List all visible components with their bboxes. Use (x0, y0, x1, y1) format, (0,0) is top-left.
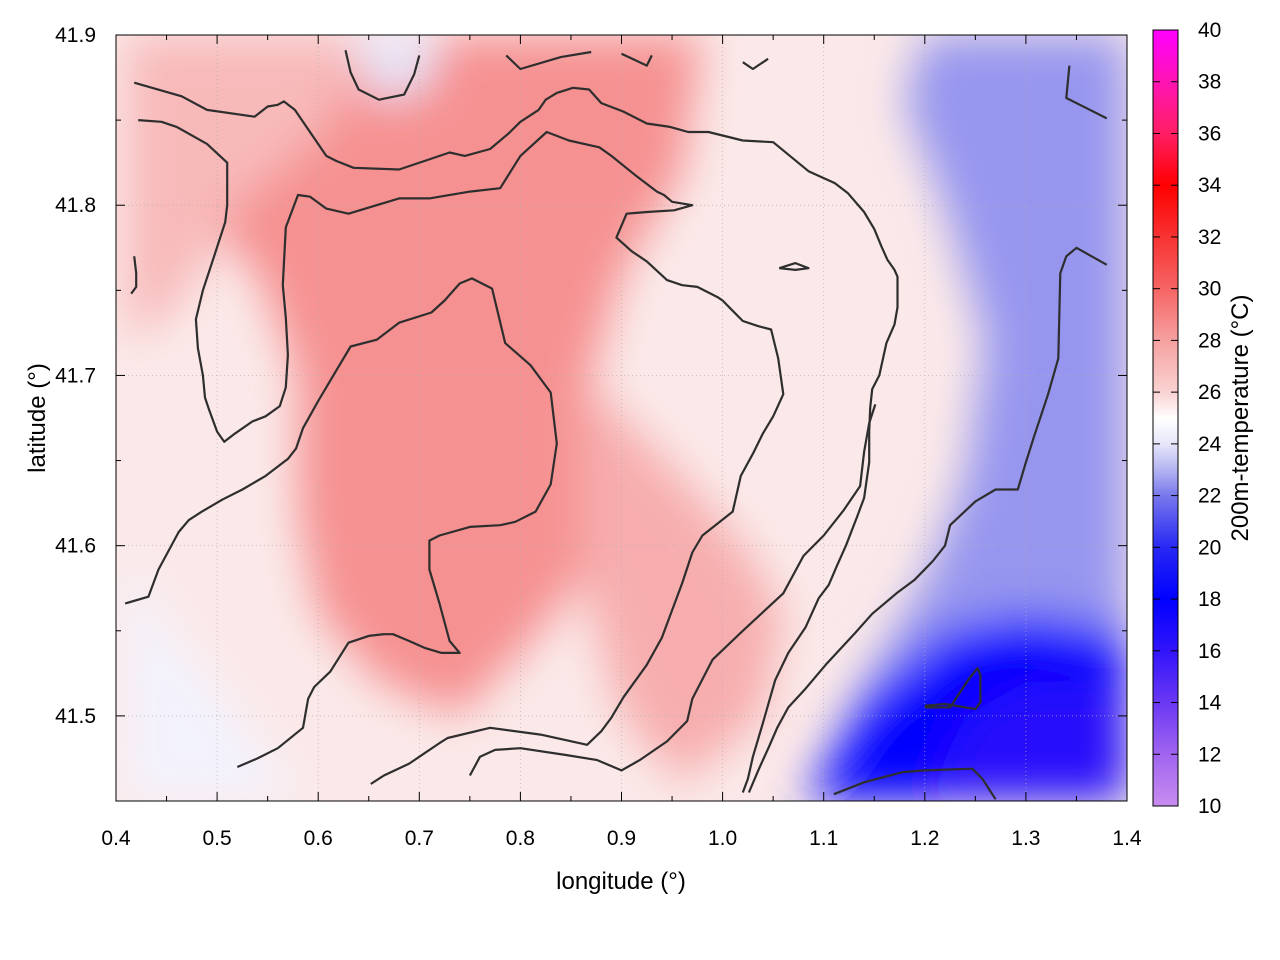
contour-north-stub (344, 50, 421, 101)
x-tick-label: 0.7 (405, 827, 434, 850)
contour-north-stub-3 (621, 52, 653, 67)
colorbar-tick-label: 20 (1198, 536, 1221, 559)
plot-area (115, 34, 1128, 802)
contour-ne-edge (1065, 65, 1108, 120)
x-tick-label: 1.4 (1112, 827, 1142, 850)
colorbar-tick-label: 10 (1198, 795, 1221, 818)
contour-north-stub-2 (505, 50, 592, 71)
y-tick-label: 41.5 (55, 705, 96, 728)
colorbar-tick-label: 16 (1198, 640, 1221, 663)
colorbar-tick-label: 28 (1198, 329, 1221, 352)
heat-region-warm-northwest (126, 35, 379, 342)
y-tick-label: 41.9 (55, 24, 96, 47)
heat-region-cool-north-patch (348, 35, 440, 104)
heat-region-cool-west (126, 545, 298, 801)
colorbar-tick-label: 32 (1198, 226, 1221, 249)
colorbar-tick-label: 40 (1198, 19, 1221, 42)
x-tick-label: 1.2 (910, 827, 939, 850)
contour-lines (124, 50, 1108, 800)
x-tick-label: 1.3 (1011, 827, 1040, 850)
x-axis-title: longitude (°) (556, 868, 686, 895)
contour-west-edge (130, 256, 138, 295)
colorbar-tick-label: 14 (1198, 692, 1222, 715)
colorbar-title: 200m-temperature (°C) (1227, 294, 1254, 541)
colorbar-frame (1152, 29, 1179, 807)
contour-se-loop (924, 667, 982, 711)
colorbar-tick-label: 24 (1198, 433, 1222, 456)
heat-region-cool-east (803, 35, 1127, 801)
colorbar-tick-label: 26 (1198, 381, 1221, 404)
colorbar-tick-label: 34 (1198, 174, 1222, 197)
contour-ridge (468, 404, 877, 777)
x-tick-label: 0.8 (506, 827, 535, 850)
colorbar-tick-label: 18 (1198, 588, 1221, 611)
contour-east (747, 246, 1108, 793)
colorbar-tick-labels: 10 12 14 16 18 20 22 24 26 28 30 32 34 36 38 40 (1198, 19, 1222, 818)
x-tick-label: 1.1 (809, 827, 838, 850)
x-tick-label: 0.5 (202, 827, 231, 850)
x-tick-label: 0.6 (304, 827, 333, 850)
y-tick-label: 41.7 (55, 364, 96, 387)
contour-blob (778, 262, 810, 271)
contour-south (833, 767, 997, 800)
colorbar-fill (1153, 30, 1178, 806)
x-tick-label: 1.0 (708, 827, 737, 850)
x-tick-label: 0.9 (607, 827, 636, 850)
colorbar-ticks (1153, 29, 1178, 807)
contour-north-stub-4 (742, 57, 769, 71)
colorbar-tick-label: 36 (1198, 122, 1221, 145)
y-axis-title: latitude (°) (24, 363, 51, 473)
colorbar-tick-label: 22 (1198, 485, 1221, 508)
colorbar-tick-label: 12 (1198, 743, 1221, 766)
colorbar-tick-label: 38 (1198, 71, 1221, 94)
y-tick-label: 41.8 (55, 194, 96, 217)
axis-ticks (115, 34, 1128, 802)
x-tick-label: 0.4 (101, 827, 131, 850)
y-tick-labels: 41.5 41.6 41.7 41.8 41.9 (55, 24, 96, 728)
contour-interior (124, 277, 558, 769)
contour-north-loop (133, 81, 899, 793)
contour-warm-core (138, 119, 785, 785)
y-tick-label: 41.6 (55, 535, 96, 558)
colorbar: 10 12 14 16 18 20 22 24 26 28 30 32 34 36 38 40 (1152, 19, 1222, 818)
colorbar-tick-label: 30 (1198, 278, 1221, 301)
x-tick-labels: 0.4 0.5 0.6 0.7 0.8 0.9 1.0 1.1 1.2 1.3 1.4 (101, 827, 1142, 850)
